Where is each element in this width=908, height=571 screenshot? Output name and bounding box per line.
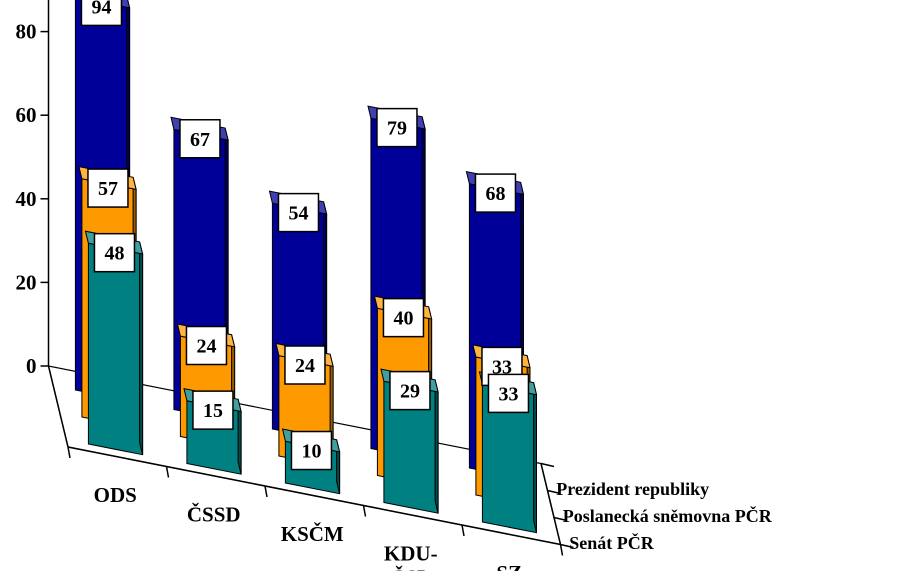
- data-label: 33: [487, 373, 530, 414]
- x-tick-mark: [165, 466, 170, 478]
- data-label-box: [179, 119, 221, 159]
- series-label: Prezident republiky: [556, 479, 709, 499]
- series-tick-mark: [547, 489, 561, 495]
- y-tick-label: 80: [16, 20, 37, 44]
- category-label: ČSSD: [187, 502, 241, 526]
- x-tick-mark: [559, 544, 564, 556]
- data-label-box: [487, 373, 530, 414]
- data-label-text: 33: [492, 356, 512, 378]
- series-tick-mark: [560, 543, 574, 549]
- data-label-box: [389, 370, 431, 411]
- data-label: 24: [185, 325, 228, 366]
- series-label: Poslanecká sněmovna PČR: [563, 505, 773, 526]
- series-tick-mark: [540, 462, 555, 468]
- data-label-box: [376, 107, 418, 148]
- category-label: ODS: [94, 483, 137, 507]
- data-label-text: 67: [190, 129, 210, 151]
- y-tick-label: 40: [16, 187, 37, 211]
- floor-left-edge: [47, 365, 69, 448]
- data-label-text: 40: [393, 308, 413, 330]
- data-label-box: [93, 232, 136, 273]
- data-label-text: 79: [387, 118, 407, 140]
- data-label-box: [284, 345, 326, 385]
- data-label-text: 29: [400, 381, 420, 403]
- data-label-text: 57: [98, 178, 118, 200]
- category-label: KDU-ČSL: [384, 541, 438, 571]
- x-tick-mark: [264, 485, 268, 498]
- data-label: 29: [389, 370, 431, 411]
- data-label: 68: [474, 173, 517, 213]
- x-tick-mark: [67, 446, 71, 459]
- data-label-box: [80, 0, 123, 27]
- data-label-text: 24: [196, 336, 216, 358]
- bar-front-face: [87, 242, 144, 456]
- data-label: 10: [290, 430, 333, 471]
- data-label: 24: [284, 345, 326, 385]
- data-label-box: [277, 192, 320, 233]
- x-axis-line: [67, 446, 561, 546]
- data-label: 67: [179, 119, 221, 159]
- data-label-box: [87, 168, 129, 208]
- data-label: 40: [382, 297, 425, 338]
- data-label: 79: [376, 107, 418, 148]
- x-tick-mark: [461, 524, 465, 537]
- data-label: 57: [87, 168, 129, 208]
- data-label: 15: [192, 390, 234, 430]
- series-label: Senát PČR: [569, 532, 654, 553]
- y-tick-label: 20: [16, 270, 37, 294]
- category-label: SZ: [496, 561, 522, 571]
- y-tick-label: 0: [26, 354, 37, 378]
- data-label: 54: [277, 192, 320, 233]
- data-label-text: 33: [498, 383, 518, 405]
- data-label-box: [185, 325, 228, 366]
- y-tick-label: 60: [16, 103, 37, 127]
- data-label-text: 94: [91, 0, 111, 18]
- data-label-text: 48: [104, 243, 124, 265]
- bar-side-face: [533, 382, 537, 533]
- data-label-box: [382, 297, 425, 338]
- data-label-text: 24: [295, 355, 315, 377]
- data-label-box: [192, 390, 234, 430]
- category-label: KSČM: [281, 522, 344, 546]
- bar-side-face: [434, 379, 439, 514]
- x-tick-mark: [362, 505, 367, 517]
- data-label: 48: [93, 232, 136, 273]
- data-label-text: 10: [301, 441, 321, 463]
- data-label-box: [474, 173, 517, 213]
- data-label: 94: [80, 0, 123, 27]
- bar-side-face: [139, 241, 144, 455]
- data-label-text: 15: [203, 400, 223, 422]
- series-tick-mark: [553, 516, 568, 522]
- data-labels: 94 67 54 79 68 57 24 24 40 33 48 15 10 29 33: [80, 0, 530, 471]
- data-label-text: 68: [485, 183, 505, 205]
- bars: [74, 0, 538, 534]
- data-label-text: 54: [288, 203, 308, 225]
- series-axis-line: [540, 463, 562, 545]
- data-label-box: [290, 430, 333, 471]
